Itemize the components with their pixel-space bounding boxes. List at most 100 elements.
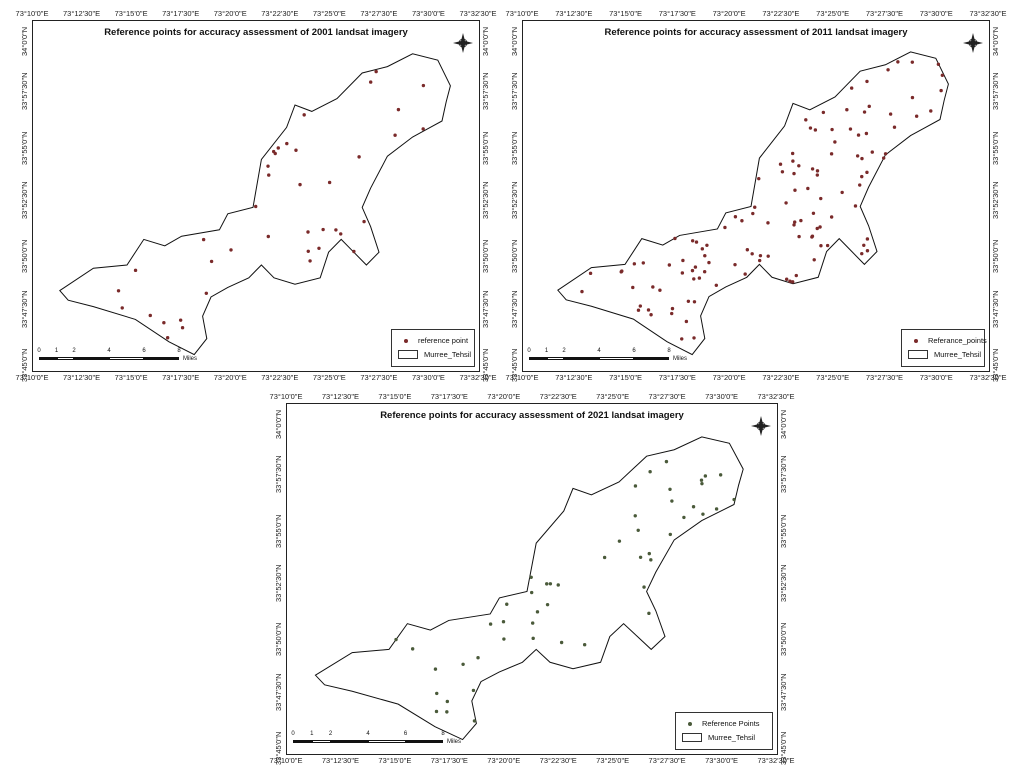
reference-point (691, 505, 696, 509)
scale-bar-segment (405, 740, 443, 743)
reference-point (530, 621, 535, 625)
reference-point (529, 590, 534, 595)
reference-point (939, 88, 943, 93)
longitude-tick-label: 73°32'30"E (969, 373, 1007, 382)
reference-point (421, 83, 426, 88)
longitude-tick-label: 73°32'30"E (757, 392, 795, 401)
latitude-tick-label: 33°52'30"N (274, 564, 283, 602)
reference-point (718, 473, 723, 477)
latitude-tick-label: 33°52'30"N (510, 181, 519, 219)
reference-point (271, 149, 276, 154)
latitude-tick-label: 33°57'30"N (991, 72, 1000, 111)
reference-point (638, 304, 643, 308)
latitude-tick-label: 33°50'0"N (481, 239, 490, 274)
reference-point (357, 155, 361, 159)
reference-point (445, 710, 449, 714)
longitude-tick-label: 73°27'30"E (360, 373, 398, 382)
reference-point (881, 156, 886, 160)
longitude-tick-label: 73°20'0"E (487, 392, 521, 401)
scale-bar-unit: Miles (447, 739, 462, 745)
reference-point (751, 211, 755, 216)
reference-point (702, 269, 707, 274)
reference-point (693, 265, 698, 269)
reference-point (733, 262, 737, 267)
scale-bar-segment (368, 740, 406, 743)
reference-point (855, 154, 860, 158)
longitude-tick-label: 73°30'0"E (919, 373, 953, 382)
scale-bar-label: 1 (310, 731, 314, 737)
scale-bar-segment (56, 357, 74, 360)
scale-bar-label: 2 (72, 348, 76, 354)
latitude-tick-label: 33°57'30"N (779, 455, 788, 494)
reference-point (180, 326, 185, 330)
reference-point (120, 306, 124, 310)
reference-point (703, 254, 707, 258)
reference-point (529, 575, 533, 580)
longitude-tick-label: 73°25'0"E (596, 392, 630, 401)
reference-point (733, 215, 738, 219)
reference-point (700, 247, 705, 251)
reference-point (700, 481, 704, 486)
reference-point (705, 243, 709, 247)
reference-point (352, 249, 356, 254)
reference-point (646, 308, 651, 312)
reference-point (321, 227, 325, 232)
area-symbol-icon (908, 350, 928, 359)
tehsil-boundary (557, 51, 949, 356)
reference-point (204, 291, 209, 295)
reference-point (636, 528, 640, 533)
reference-point (792, 223, 796, 227)
reference-point (799, 218, 803, 223)
reference-point (732, 497, 736, 502)
longitude-tick-label: 73°17'30"E (658, 373, 696, 382)
latitude-tick-label: 33°47'30"N (510, 290, 519, 328)
longitude-tick-label: 73°30'0"E (705, 392, 739, 401)
latitude-tick-label: 34°0'0"N (20, 26, 29, 56)
legend-item-point: reference point (398, 336, 468, 345)
scale-bar-label: 6 (142, 348, 146, 354)
latitude-tick-label: 33°50'0"N (779, 622, 788, 657)
reference-point (680, 337, 684, 341)
north-arrow-icon (963, 33, 983, 53)
legend-item-point: Reference Points (682, 719, 760, 728)
longitude-tick-label: 73°15'0"E (609, 373, 643, 382)
latitude-tick-label: 33°52'30"N (20, 181, 29, 219)
reference-point (808, 126, 813, 130)
longitude-tick-label: 73°27'30"E (865, 373, 903, 382)
reference-point (860, 174, 864, 179)
reference-point (794, 273, 798, 278)
reference-point (686, 299, 691, 303)
longitude-tick-label: 73°15'0"E (378, 392, 412, 401)
reference-point (638, 555, 643, 560)
reference-point (374, 69, 378, 74)
reference-point (892, 125, 897, 129)
legend-item-area: Murree_Tehsil (908, 350, 981, 359)
reference-point (797, 234, 801, 239)
longitude-tick-label: 73°25'0"E (312, 9, 346, 18)
longitude-tick-label: 73°27'30"E (648, 756, 686, 765)
reference-point (306, 249, 310, 254)
reference-point (298, 182, 302, 187)
reference-point (784, 201, 788, 205)
reference-point (740, 219, 744, 223)
reference-point (668, 532, 673, 537)
longitude-tick-label: 73°10'0"E (269, 392, 303, 401)
longitude-tick-label: 73°30'0"E (411, 373, 445, 382)
latitude-tick-label: 33°47'30"N (274, 673, 283, 711)
reference-point (753, 205, 757, 209)
reference-point (690, 239, 695, 243)
reference-point (845, 108, 849, 112)
longitude-tick-label: 73°12'30"E (321, 756, 359, 765)
scale-bar-segment (293, 740, 312, 743)
reference-point (703, 474, 708, 478)
reference-point (701, 512, 705, 516)
reference-point (867, 104, 871, 109)
latitude-tick-label: 33°50'0"N (510, 239, 519, 274)
longitude-tick-label: 73°27'30"E (648, 392, 686, 401)
longitude-tick-label: 73°20'0"E (487, 756, 521, 765)
reference-point (648, 470, 652, 474)
reference-point (812, 258, 816, 262)
reference-point (649, 558, 653, 562)
reference-point (254, 204, 258, 209)
reference-point (697, 276, 702, 280)
